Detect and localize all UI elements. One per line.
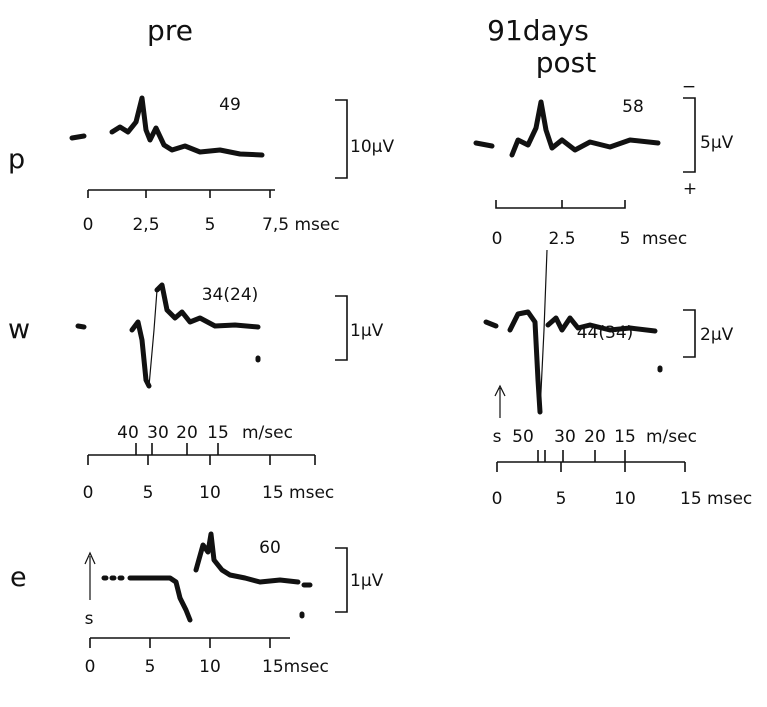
tick: 0	[83, 215, 94, 235]
velocity: 20	[176, 423, 198, 443]
tick: 5	[143, 483, 154, 503]
row-label: w	[8, 314, 30, 345]
trace-w-pre	[75, 282, 348, 465]
trace-w-post	[483, 249, 696, 472]
velocity-unit: m/sec	[646, 427, 697, 447]
stim: s	[493, 427, 502, 447]
tick: 7,5 msec	[262, 215, 340, 235]
heading: pre	[147, 14, 193, 47]
velocity: 50	[512, 427, 534, 447]
scale: 10µV	[350, 137, 394, 157]
velocity: 30	[554, 427, 576, 447]
polarity: +	[683, 179, 697, 199]
velocity: 15	[614, 427, 636, 447]
polarity: −	[682, 77, 696, 97]
scale: 1µV	[350, 321, 384, 341]
tick: 15 msec	[680, 489, 752, 509]
row-label: e	[10, 562, 27, 593]
trace-p-post	[473, 97, 696, 209]
count: 60	[259, 538, 281, 558]
row-label: p	[8, 144, 25, 175]
tick: 0	[492, 229, 503, 249]
tick: 15msec	[262, 657, 329, 677]
heading: post	[536, 46, 596, 79]
scale: 1µV	[350, 571, 384, 591]
velocity: 40	[117, 423, 139, 443]
tick: 0	[85, 657, 96, 677]
tick: 2,5	[132, 215, 159, 235]
tick: 0	[83, 483, 94, 503]
tick: 5	[205, 215, 216, 235]
heading: 91days	[487, 14, 589, 47]
stim: s	[85, 609, 94, 629]
velocity-unit: m/sec	[242, 423, 293, 443]
tick: 5	[145, 657, 156, 677]
tick: 10	[614, 489, 636, 509]
scale: 5µV	[700, 133, 734, 153]
tick: 5	[556, 489, 567, 509]
tick: 10	[199, 483, 221, 503]
count: 49	[219, 95, 241, 115]
tick: 0	[492, 489, 503, 509]
trace-e-pre	[84, 531, 348, 648]
velocity: 30	[147, 423, 169, 443]
count: 44(34)	[577, 323, 634, 343]
tick: 2.5	[548, 229, 575, 249]
scale: 2µV	[700, 325, 734, 345]
tick: 5	[620, 229, 631, 249]
tick: msec	[642, 229, 687, 249]
velocity: 20	[584, 427, 606, 447]
tick: 10	[199, 657, 221, 677]
count: 58	[622, 97, 644, 117]
tick: 15 msec	[262, 483, 334, 503]
velocity: 15	[207, 423, 229, 443]
trace-p-pre	[69, 95, 348, 198]
count: 34(24)	[202, 285, 259, 305]
